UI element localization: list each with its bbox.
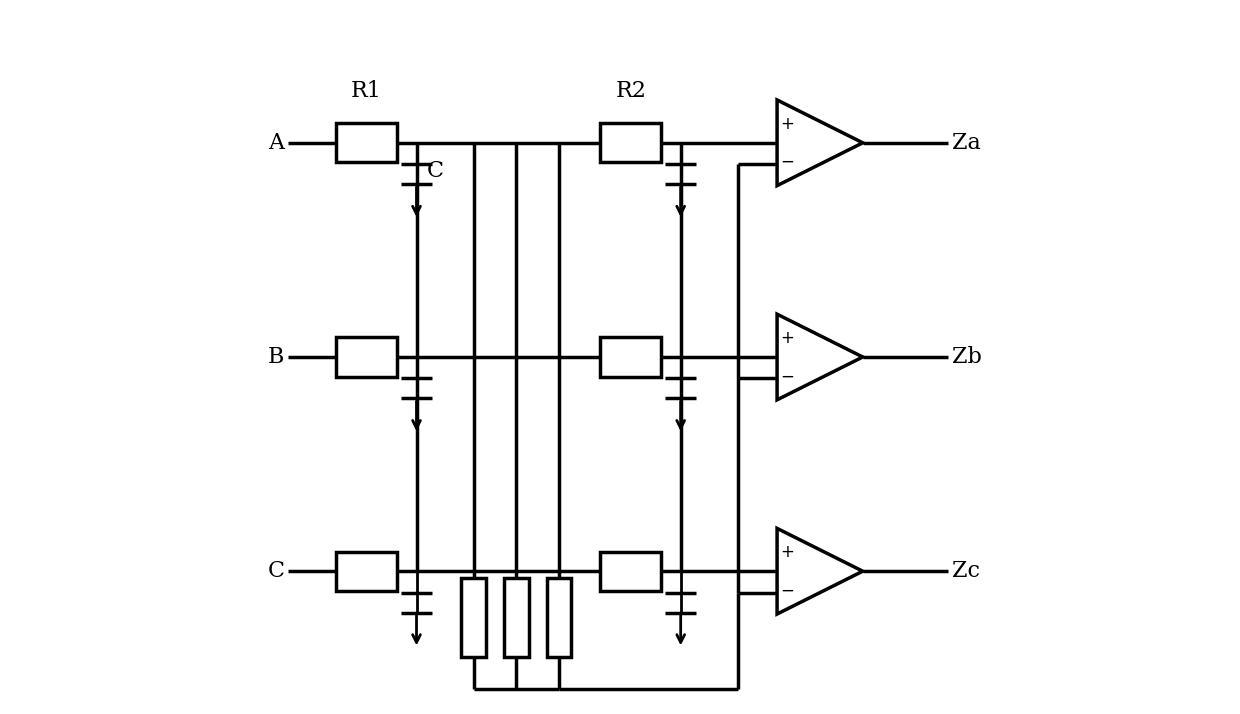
Text: Zc: Zc [952,560,980,582]
Text: +: + [780,114,794,133]
Text: Za: Za [952,132,981,154]
Text: −: − [780,581,794,600]
Bar [600,124,661,163]
Bar [336,124,397,163]
Text: B: B [268,346,284,368]
Text: R1: R1 [351,80,382,102]
Bar [547,578,572,657]
Text: +: + [780,543,794,561]
Text: C: C [428,160,444,181]
Bar [600,552,661,591]
Bar [505,578,528,657]
Text: −: − [780,153,794,171]
Text: Zb: Zb [952,346,982,368]
Text: −: − [780,367,794,386]
Bar [600,338,661,377]
Text: R2: R2 [615,80,646,102]
Bar [336,338,397,377]
Bar [461,578,486,657]
Bar [336,552,397,591]
Text: +: + [780,328,794,347]
Text: A: A [268,132,284,154]
Text: C: C [268,560,284,582]
